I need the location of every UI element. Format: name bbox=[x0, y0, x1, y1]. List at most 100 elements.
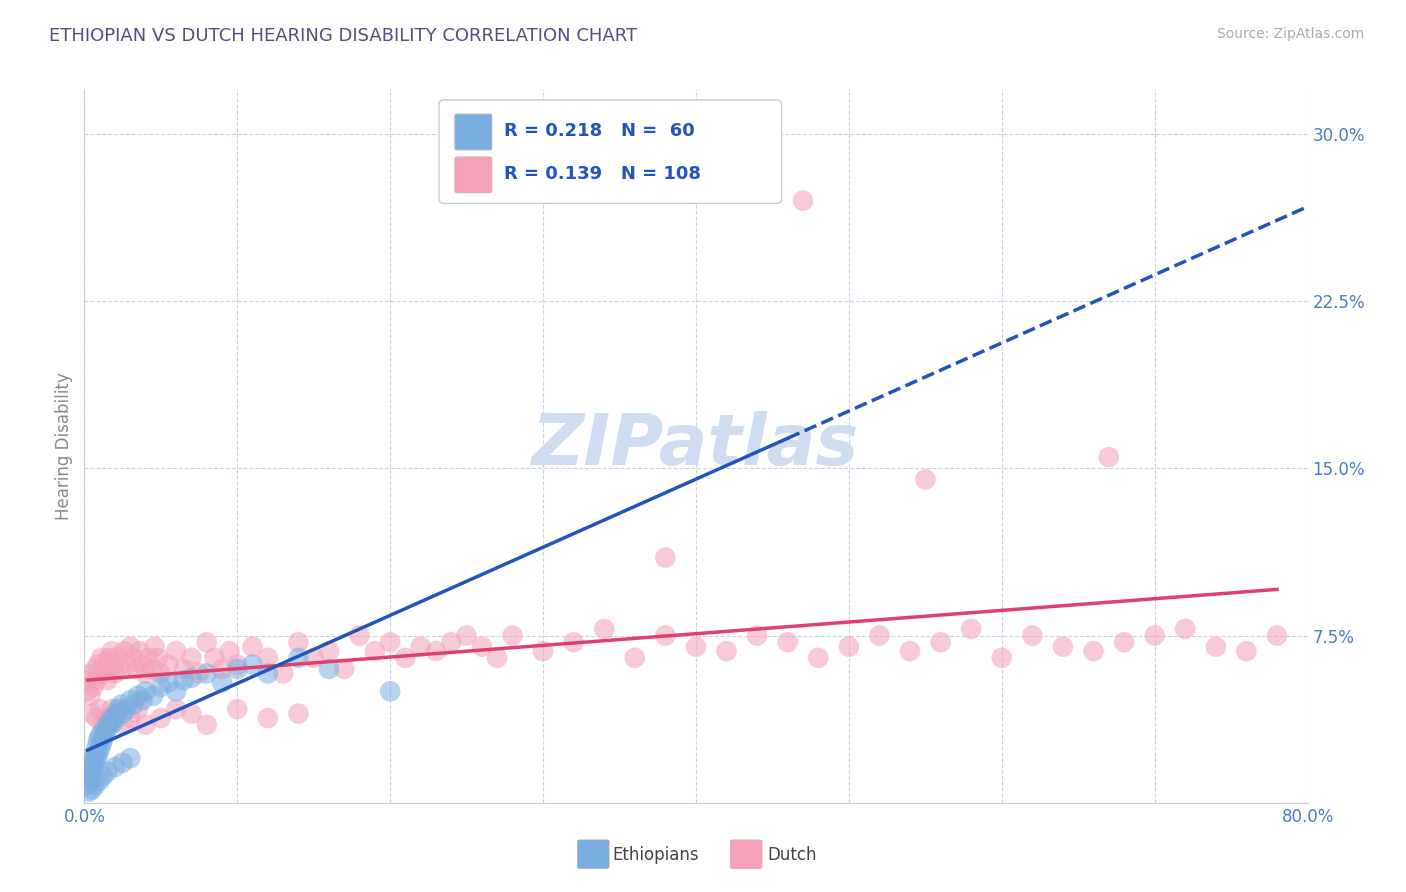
Point bbox=[287, 706, 309, 721]
Point bbox=[96, 764, 118, 779]
Point bbox=[1143, 628, 1166, 642]
Point bbox=[142, 689, 165, 703]
Point bbox=[302, 651, 325, 665]
Point bbox=[242, 657, 264, 672]
Point bbox=[94, 724, 117, 739]
Point bbox=[84, 662, 107, 676]
Point bbox=[103, 715, 125, 730]
Point bbox=[149, 680, 172, 694]
Point bbox=[157, 675, 180, 690]
Point bbox=[226, 702, 249, 716]
Point bbox=[79, 773, 101, 788]
Point bbox=[914, 473, 936, 487]
Point bbox=[654, 550, 676, 565]
Point bbox=[287, 651, 309, 665]
Point bbox=[333, 662, 356, 676]
Point bbox=[440, 635, 463, 649]
Text: R = 0.139   N = 108: R = 0.139 N = 108 bbox=[503, 165, 702, 183]
Point bbox=[898, 644, 921, 658]
Point bbox=[188, 666, 211, 681]
FancyBboxPatch shape bbox=[730, 840, 762, 869]
Point bbox=[364, 644, 387, 658]
Point bbox=[96, 711, 118, 725]
Point bbox=[131, 693, 153, 707]
Point bbox=[98, 662, 121, 676]
Point bbox=[792, 194, 814, 208]
Point bbox=[87, 733, 110, 747]
Point bbox=[91, 733, 114, 747]
Text: Dutch: Dutch bbox=[766, 846, 817, 863]
Point bbox=[84, 747, 107, 761]
Point bbox=[654, 628, 676, 642]
FancyBboxPatch shape bbox=[439, 100, 782, 203]
Point bbox=[318, 662, 340, 676]
Point bbox=[1174, 622, 1197, 636]
Point bbox=[456, 628, 478, 642]
Point bbox=[103, 657, 125, 672]
Point bbox=[80, 666, 103, 681]
Point bbox=[97, 720, 120, 734]
Point bbox=[110, 698, 132, 712]
Point bbox=[1205, 640, 1227, 654]
Point bbox=[257, 651, 280, 665]
Point bbox=[120, 640, 142, 654]
Point bbox=[271, 666, 294, 681]
Point bbox=[101, 711, 124, 725]
Point bbox=[195, 717, 218, 731]
Point bbox=[1052, 640, 1074, 654]
Point bbox=[173, 662, 195, 676]
Point bbox=[90, 738, 112, 752]
Point bbox=[122, 651, 145, 665]
Point bbox=[502, 628, 524, 642]
Point bbox=[89, 729, 111, 743]
Point bbox=[107, 706, 129, 721]
Point bbox=[380, 684, 402, 698]
Point bbox=[96, 673, 118, 687]
Point bbox=[80, 764, 103, 779]
Point bbox=[195, 666, 218, 681]
Point bbox=[211, 675, 233, 690]
Point bbox=[122, 698, 145, 712]
Point bbox=[380, 635, 402, 649]
Point bbox=[79, 762, 101, 776]
Point bbox=[104, 711, 127, 725]
Point bbox=[776, 635, 799, 649]
Point bbox=[135, 717, 157, 731]
Point bbox=[80, 782, 103, 797]
Point bbox=[165, 684, 187, 698]
Point bbox=[97, 651, 120, 665]
Point bbox=[83, 680, 105, 694]
Point bbox=[141, 662, 163, 676]
Point bbox=[202, 651, 225, 665]
Point bbox=[685, 640, 707, 654]
Point bbox=[409, 640, 432, 654]
Point bbox=[747, 628, 769, 642]
Point bbox=[165, 644, 187, 658]
Point bbox=[135, 684, 157, 698]
Point bbox=[120, 693, 142, 707]
Point bbox=[87, 657, 110, 672]
Point bbox=[287, 635, 309, 649]
Point bbox=[91, 724, 114, 739]
Point bbox=[91, 717, 114, 731]
Point bbox=[76, 684, 98, 698]
Point bbox=[128, 644, 150, 658]
Point bbox=[226, 657, 249, 672]
Point bbox=[180, 671, 202, 685]
Point bbox=[83, 760, 105, 774]
Point bbox=[104, 666, 127, 681]
Point bbox=[807, 651, 830, 665]
Point bbox=[838, 640, 860, 654]
Point bbox=[143, 640, 166, 654]
Point bbox=[77, 769, 100, 783]
Point bbox=[593, 622, 616, 636]
Point bbox=[93, 729, 115, 743]
Point bbox=[120, 751, 142, 765]
Point bbox=[471, 640, 494, 654]
Point bbox=[86, 711, 108, 725]
Point bbox=[93, 666, 115, 681]
Point bbox=[149, 666, 172, 681]
Point bbox=[94, 657, 117, 672]
Point bbox=[425, 644, 447, 658]
Point bbox=[101, 644, 124, 658]
